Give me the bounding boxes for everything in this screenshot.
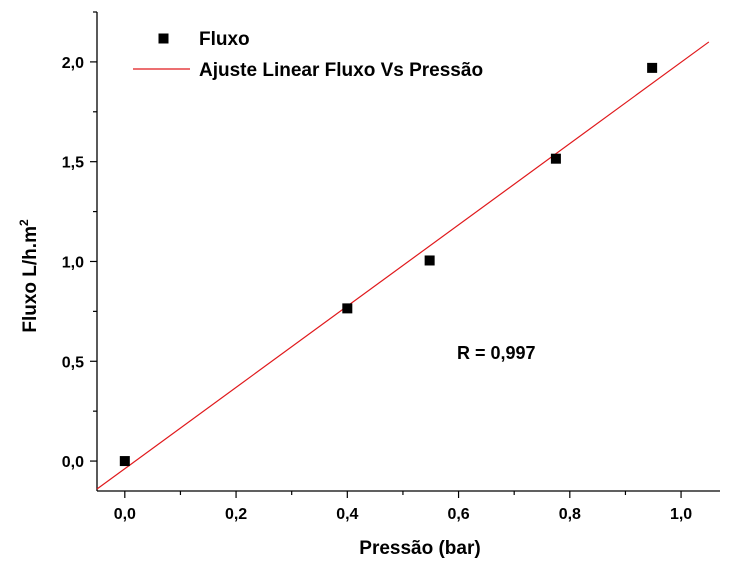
x-tick-label: 0,4	[336, 506, 358, 523]
y-axis-title-main: Fluxo L/h.m	[20, 226, 41, 333]
fit-line-layer	[96, 41, 710, 490]
legend-label-fluxo: Fluxo	[199, 29, 250, 50]
plot-frame	[96, 12, 720, 492]
r-annotation: R = 0,997	[457, 343, 536, 363]
data-point	[119, 456, 130, 467]
y-axis-title: Fluxo L/h.m2	[17, 219, 41, 333]
x-tick-label: 0,6	[447, 506, 469, 523]
x-tick-label: 0,0	[114, 506, 136, 523]
x-axis-title: Pressão (bar)	[359, 538, 480, 559]
data-point	[647, 62, 658, 73]
x-ticks: 0,0 0,2 0,4 0,6 0,8 1,0	[114, 491, 692, 523]
y-ticks: 0,0 0,5 1,0 1,5 2,0	[62, 11, 97, 471]
y-tick-label: 1,5	[62, 155, 84, 172]
y-tick-label: 2,0	[62, 55, 84, 72]
legend-marker-fluxo	[158, 33, 169, 44]
data-points	[119, 62, 658, 467]
legend: Fluxo Ajuste Linear Fluxo Vs Pressão	[133, 29, 483, 81]
y-tick-label: 1,0	[62, 254, 84, 271]
data-point	[342, 303, 353, 314]
x-tick-label: 0,8	[559, 506, 581, 523]
data-point	[550, 153, 561, 164]
y-axis-title-superscript: 2	[17, 219, 31, 226]
legend-label-fit: Ajuste Linear Fluxo Vs Pressão	[199, 60, 483, 81]
x-tick-label: 1,0	[670, 506, 692, 523]
y-tick-label: 0,0	[62, 454, 84, 471]
data-point	[424, 255, 435, 266]
x-tick-label: 0,2	[225, 506, 247, 523]
fit-line	[96, 41, 710, 490]
y-tick-label: 0,5	[62, 354, 84, 371]
